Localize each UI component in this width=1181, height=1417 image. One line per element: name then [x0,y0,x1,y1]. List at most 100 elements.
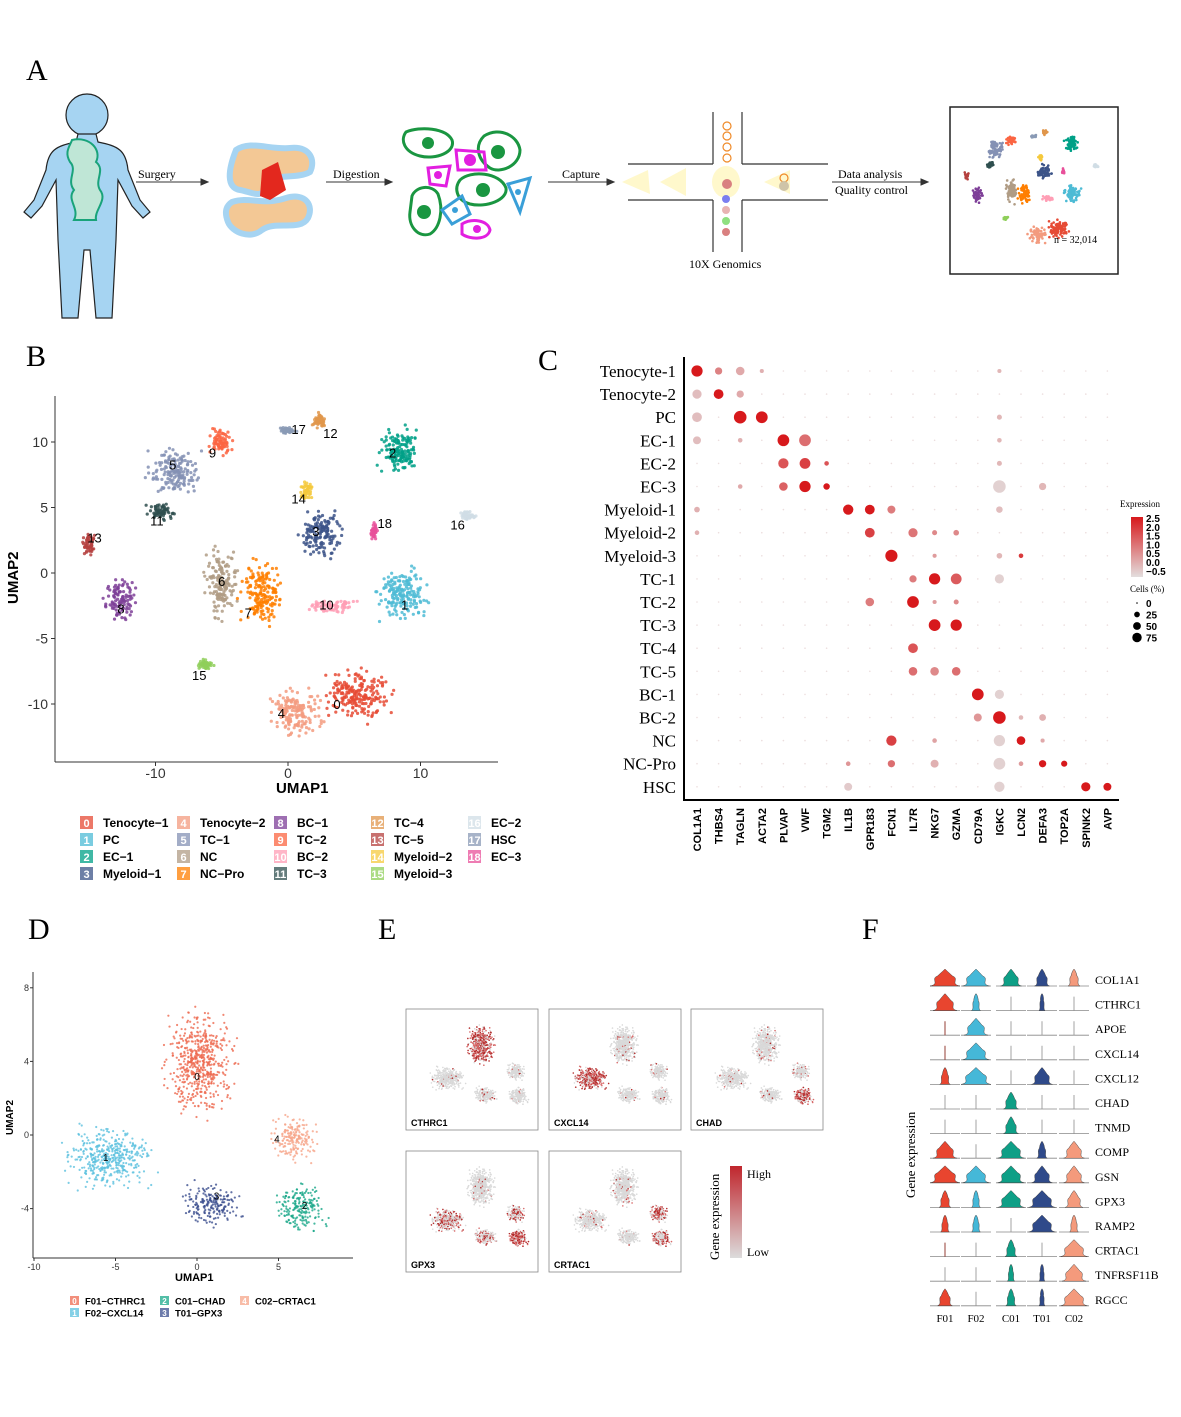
umap-b-point [396,462,400,466]
umap-d-point [202,1192,205,1195]
legend-swatch-number: 12 [371,818,383,830]
umap-d-point [313,1222,316,1225]
umap-b-point [128,597,132,601]
dotplot-dot [761,393,763,395]
dotplot-dot [782,762,785,765]
umap-d-point [91,1158,94,1162]
umap-d-point [225,1056,228,1059]
umap-b-point [118,590,122,594]
umap-b-point [253,591,258,595]
umap-d-point [163,1064,166,1067]
legend-item: 2 EC−1 [80,850,134,864]
mini-umap-point [1072,143,1075,147]
dotplot-dot [717,578,720,580]
dotplot-dot [869,739,871,742]
umap-d-point [298,1208,301,1211]
legend-label: PC [103,833,120,847]
umap-d-point [204,1044,207,1047]
umap-d-point [114,1161,118,1164]
umap-d-point [185,1101,188,1104]
y-tick-label: -5 [36,631,49,647]
dotplot-dot [1063,439,1065,442]
dotplot-row-label: EC-1 [640,431,676,450]
umap-d-point [201,1037,204,1041]
colorbar-tick: −0.5 [1146,567,1166,578]
legend-label: NC−Pro [200,867,244,881]
umap-b-point [408,604,413,608]
umap-d-point [192,1205,195,1209]
legend-item: 12 TC−4 [371,816,424,830]
umap-d-point [184,1194,187,1197]
umap-d-point [302,1194,305,1197]
mini-umap-point [1067,190,1070,193]
mini-umap-point [1004,141,1008,145]
umap-b-point [125,582,129,586]
umap-b-point [258,579,262,583]
umap-b-point [293,723,297,727]
umap-b-point [284,724,288,728]
umap-d-point [191,1082,194,1085]
umap-d-point [195,1115,198,1119]
umap-b-point [212,600,216,604]
umap-d-point [202,1073,206,1076]
umap-d-point [207,1058,211,1061]
mini-umap-point [1007,198,1010,201]
umap-b-point [271,586,275,590]
umap-d-point [222,1208,226,1211]
dotplot-dot [953,599,959,605]
umap-b-point [411,445,416,449]
umap-d-point [116,1167,119,1170]
dotplot-dot [761,762,763,765]
dotplot-dot [1063,716,1065,719]
umap-b-point [162,505,167,509]
mini-umap-point [1076,190,1079,194]
umap-d-point [195,1057,198,1060]
umap-b-point [273,591,278,595]
umap-d-point [283,1210,286,1213]
umap-d-point [156,1171,160,1174]
umap-d-point [288,1136,291,1139]
umap-b-point [171,511,175,515]
dotplot-dot [993,711,1006,724]
umap-d-point [195,1196,198,1199]
umap-d-point [121,1172,124,1175]
umap-d-point [317,1215,320,1218]
umap-d-point [193,1034,196,1037]
umap-d-point [305,1140,308,1143]
umap-b-point [384,444,388,448]
umap-d-point [147,1187,150,1190]
mini-umap-point [1047,225,1051,229]
dotplot-dot [782,601,785,603]
dotplot-dot [887,760,896,768]
umap-b-point [315,426,319,430]
step-surgery-label: Surgery [138,167,176,181]
umap-d-point [286,1115,289,1118]
dotplot-dot [1020,531,1022,534]
umap-b-point [171,487,175,491]
umap-b-point [206,666,211,671]
dotplot-dot [737,437,743,443]
umap-b-point [182,470,186,474]
mini-umap-point [1071,189,1075,192]
umap-b-point [317,706,321,710]
umap-b-point [272,578,276,582]
dotplot-dot [824,461,829,466]
dotplot-dot [847,393,849,395]
umap-b-point [350,685,354,689]
umap-d-point [111,1160,114,1163]
umap-d-point [223,1214,226,1217]
umap-d-point [291,1196,294,1199]
dotplot-dot [1041,647,1044,649]
umap-b-point [372,685,376,690]
umap-d-point [181,1095,185,1098]
umap-b-point [312,707,316,712]
mini-umap-point [974,200,978,203]
umap-d-point [208,1085,211,1088]
mini-umap-point [1012,184,1016,187]
umap-d-point [292,1155,295,1158]
panel-letter-a: A [26,54,48,87]
umap-b-point [176,458,180,462]
umap-b-point [220,445,224,450]
umap-b-point [329,551,333,555]
umap-b-point [412,451,416,456]
